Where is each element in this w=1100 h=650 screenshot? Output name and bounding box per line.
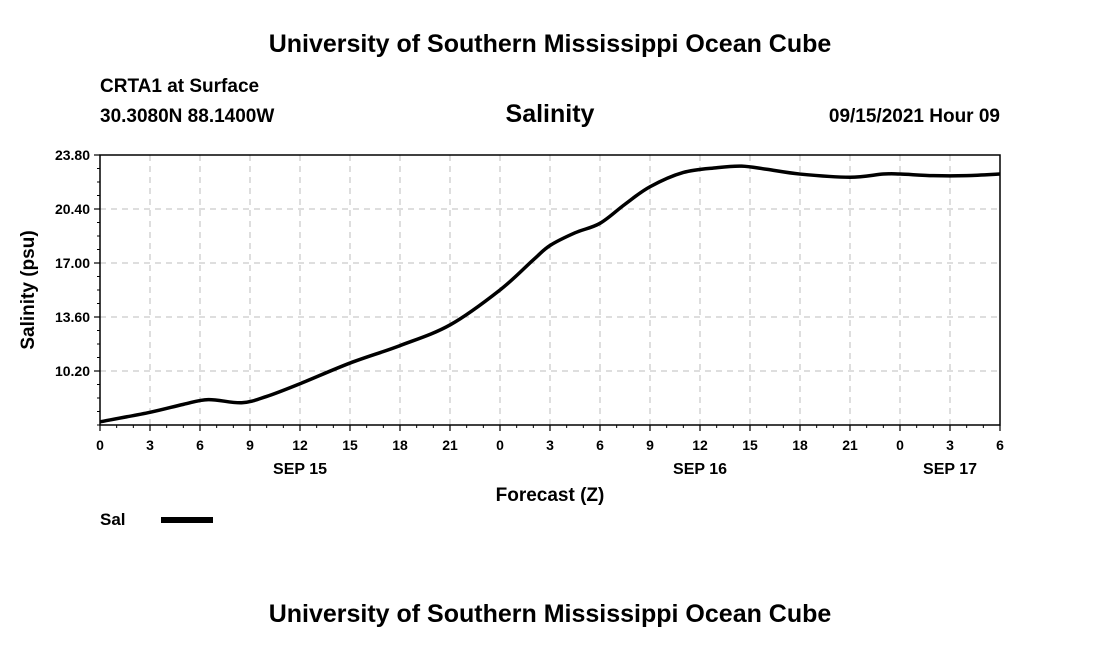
x-tick-label: 3 <box>146 437 154 453</box>
x-date-label: SEP 15 <box>273 461 327 478</box>
x-tick-label: 15 <box>742 437 758 453</box>
x-tick-label: 3 <box>546 437 554 453</box>
chart-header-title: University of Southern Mississippi Ocean… <box>268 30 832 58</box>
x-tick-label: 6 <box>196 437 204 453</box>
y-tick-label: 20.40 <box>55 201 90 217</box>
x-tick-label: 18 <box>792 437 808 453</box>
station-coordinates: 30.3080N 88.1400W <box>100 106 275 127</box>
x-tick-label: 0 <box>96 437 104 453</box>
chart-footer-title: University of Southern Mississippi Ocean… <box>268 600 832 628</box>
x-date-label: SEP 16 <box>673 461 727 478</box>
x-tick-label: 6 <box>596 437 604 453</box>
y-axis-title: Salinity (psu) <box>18 230 39 349</box>
legend-swatch <box>161 517 213 523</box>
y-tick-label: 23.80 <box>55 147 90 163</box>
legend-label: Sal <box>100 510 126 529</box>
y-tick-label: 13.60 <box>55 309 90 325</box>
x-tick-label: 21 <box>442 437 458 453</box>
x-tick-label: 15 <box>342 437 358 453</box>
x-axis-title: Forecast (Z) <box>496 485 605 506</box>
x-tick-label: 3 <box>946 437 954 453</box>
y-tick-label: 17.00 <box>55 255 90 271</box>
x-tick-label: 18 <box>392 437 408 453</box>
chart-title: Salinity <box>505 100 595 128</box>
x-date-label: SEP 17 <box>923 461 977 478</box>
x-tick-label: 12 <box>292 437 308 453</box>
series-line-sal <box>99 164 1001 424</box>
x-tick-label: 12 <box>692 437 708 453</box>
x-tick-label: 9 <box>646 437 654 453</box>
station-label: CRTA1 at Surface <box>100 76 260 97</box>
x-tick-label: 6 <box>996 437 1004 453</box>
x-tick-label: 21 <box>842 437 858 453</box>
y-tick-label: 10.20 <box>55 363 90 379</box>
x-tick-label: 0 <box>896 437 904 453</box>
forecast-datetime: 09/15/2021 Hour 09 <box>828 106 1000 127</box>
x-tick-label: 0 <box>496 437 504 453</box>
x-tick-label: 9 <box>246 437 254 453</box>
